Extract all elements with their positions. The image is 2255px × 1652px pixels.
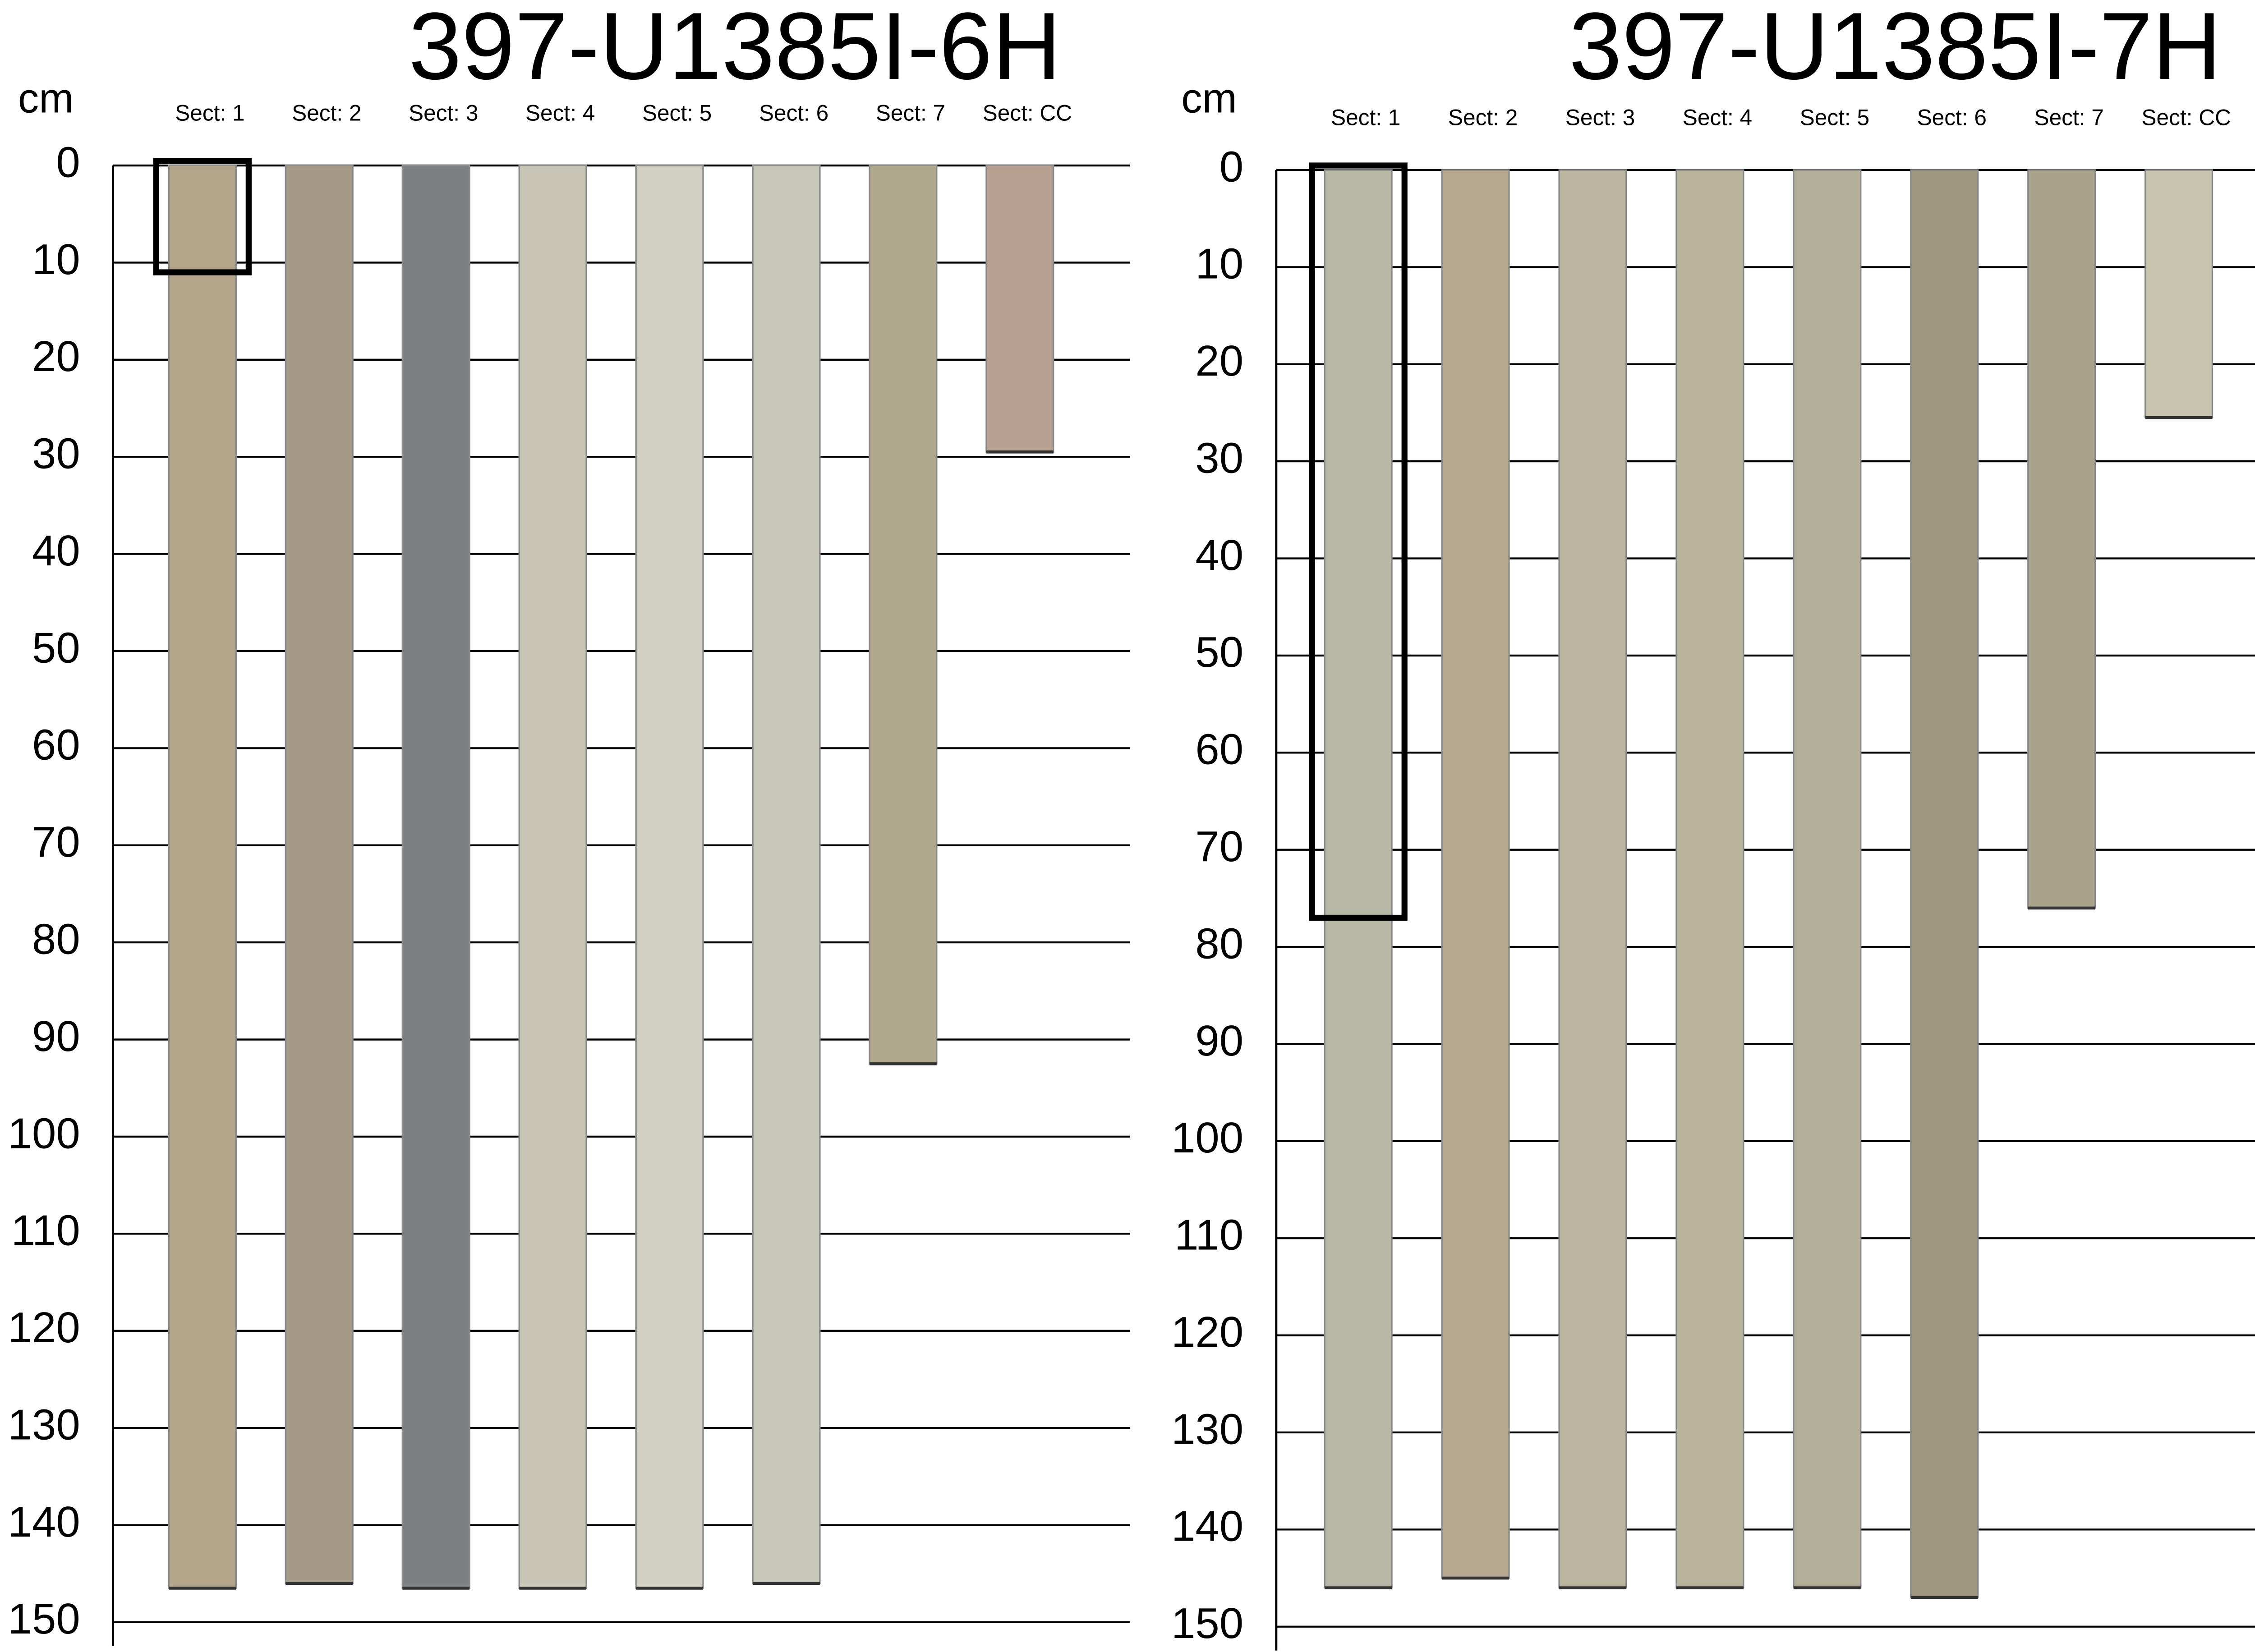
section-label: Sect: 2	[292, 101, 361, 126]
section-label: Sect: 5	[1800, 105, 1869, 130]
core-section	[518, 165, 587, 1589]
section-label: Sect: 1	[1331, 105, 1400, 130]
y-tick-label: 90	[32, 1012, 80, 1060]
y-tick-label: 20	[1195, 337, 1243, 385]
axis-label: cm	[1181, 74, 1237, 121]
highlight-box	[153, 158, 252, 275]
y-tick-label: 80	[1195, 919, 1243, 968]
core-section	[2027, 169, 2096, 909]
y-tick-label: 40	[1195, 531, 1243, 579]
section-label: Sect: CC	[983, 101, 1072, 126]
y-tick-label: 10	[1195, 240, 1243, 288]
section-label: Sect: 3	[409, 101, 478, 126]
section-label: Sect: 6	[759, 101, 828, 126]
section-label: Sect: 6	[1917, 105, 1987, 130]
section-label: Sect: 3	[1565, 105, 1635, 130]
y-tick-label: 120	[8, 1303, 80, 1352]
core-section	[1558, 169, 1627, 1589]
y-tick-label: 130	[8, 1400, 80, 1449]
section-label: Sect: 2	[1448, 105, 1518, 130]
section-label: Sect: 4	[525, 101, 595, 126]
y-tick-label: 140	[8, 1498, 80, 1546]
core-section	[1675, 169, 1744, 1589]
section-label: Sect: 5	[642, 101, 712, 126]
core-section	[752, 165, 821, 1584]
core-section	[985, 165, 1054, 453]
y-tick-label: 130	[1171, 1405, 1243, 1453]
y-tick-label: 30	[32, 430, 80, 478]
y-tick-label: 50	[1195, 628, 1243, 676]
panel-title: 397-U1385I-6H	[409, 0, 1061, 99]
core-section	[1324, 169, 1393, 1589]
y-tick-label: 150	[8, 1595, 80, 1643]
y-tick-label: 20	[32, 332, 80, 381]
axis-label: cm	[18, 74, 74, 121]
y-tick-label: 10	[32, 235, 80, 284]
y-tick-label: 70	[1195, 822, 1243, 871]
section-label: Sect: 4	[1683, 105, 1752, 130]
y-tick-label: 100	[8, 1109, 80, 1157]
y-tick-label: 60	[1195, 725, 1243, 774]
section-label: Sect: CC	[2141, 105, 2231, 130]
core-section	[635, 165, 704, 1589]
y-tick-label: 150	[1171, 1599, 1243, 1647]
y-tick-label: 120	[1171, 1308, 1243, 1356]
core-section	[168, 165, 237, 1589]
highlight-box	[1309, 162, 1408, 921]
y-tick-label: 110	[11, 1207, 80, 1255]
y-tick-label: 0	[1220, 142, 1243, 191]
y-tick-label: 140	[1171, 1502, 1243, 1551]
section-label: Sect: 1	[175, 101, 244, 126]
core-section	[2145, 169, 2214, 418]
y-tick-label: 30	[1195, 434, 1243, 482]
y-tick-label: 0	[56, 138, 80, 186]
y-tick-label: 50	[32, 624, 80, 672]
y-tick-label: 40	[32, 527, 80, 575]
y-tick-label: 70	[32, 818, 80, 866]
y-tick-label: 90	[1195, 1017, 1243, 1065]
core-section	[1910, 169, 1979, 1598]
section-label: Sect: 7	[876, 101, 945, 126]
core-section	[1793, 169, 1862, 1589]
y-tick-label: 80	[32, 915, 80, 963]
panel-title: 397-U1385I-7H	[1569, 0, 2222, 99]
core-section	[285, 165, 354, 1584]
core-section	[401, 165, 470, 1589]
y-tick-label: 110	[1174, 1211, 1243, 1259]
core-section	[1441, 169, 1510, 1579]
section-label: Sect: 7	[2034, 105, 2104, 130]
y-tick-label: 100	[1171, 1114, 1243, 1162]
core-section	[869, 165, 938, 1065]
y-tick-label: 60	[32, 721, 80, 769]
